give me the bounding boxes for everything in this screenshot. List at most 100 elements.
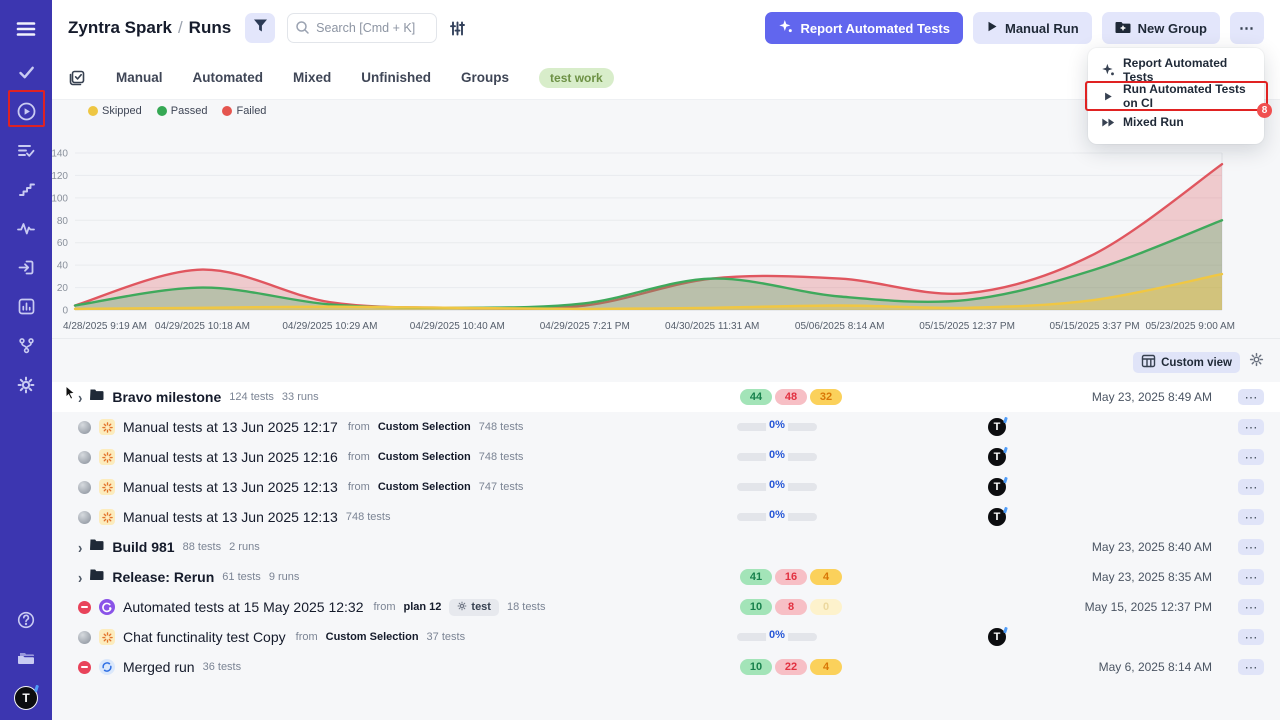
row-more-button[interactable]: ⋯ bbox=[1238, 419, 1264, 435]
run-title: Automated tests at 15 May 2025 12:32 bbox=[123, 599, 364, 615]
row-lead: Manual tests at 13 Jun 2025 12:13 748 tes… bbox=[78, 502, 390, 532]
sidebar-item-tests-check[interactable] bbox=[7, 61, 45, 89]
menu-item-run-automated-tests-on-ci[interactable]: Run Automated Tests on CI 8 bbox=[1085, 81, 1272, 118]
table-row-group[interactable]: › Build 981 88 tests 2 runs May 23, 2025 8:4… bbox=[52, 532, 1280, 562]
sidebar-item-import[interactable] bbox=[7, 256, 45, 284]
ellipsis-icon: ⋯ bbox=[1244, 659, 1258, 675]
assignee-avatar[interactable]: T bbox=[988, 476, 1007, 496]
tab-manual[interactable]: Manual bbox=[116, 70, 163, 85]
filter-tag-test-work[interactable]: test work bbox=[539, 67, 614, 88]
gear-icon[interactable] bbox=[1249, 352, 1264, 367]
run-tag[interactable]: test bbox=[449, 598, 499, 616]
ellipsis-icon: ⋯ bbox=[1244, 629, 1258, 645]
chevron-right-icon[interactable]: › bbox=[78, 538, 83, 556]
sidebar-item-pulse[interactable] bbox=[7, 217, 45, 245]
assignee-avatar[interactable]: T bbox=[988, 416, 1007, 436]
table-row-run[interactable]: Automated tests at 15 May 2025 12:32 from… bbox=[52, 592, 1280, 622]
run-group-title: Build 981 bbox=[112, 539, 175, 555]
report-automated-tests-button[interactable]: Report Automated Tests bbox=[765, 12, 963, 44]
legend-item-failed: Failed bbox=[222, 105, 266, 117]
row-lead: Chat functinality test Copy from Custom Se… bbox=[78, 622, 465, 652]
table-row-run[interactable]: Chat functinality test Copy from Custom Se… bbox=[52, 622, 1280, 652]
breadcrumb-separator: / bbox=[177, 18, 183, 37]
tab-automated[interactable]: Automated bbox=[192, 70, 264, 85]
table-row-run[interactable]: Manual tests at 13 Jun 2025 12:17 from Cus… bbox=[52, 412, 1280, 442]
legend-item-skipped: Skipped bbox=[88, 105, 142, 117]
skipped-badge: 32 bbox=[810, 389, 842, 405]
pulse-icon bbox=[16, 219, 36, 243]
select-all-icon[interactable] bbox=[68, 69, 86, 87]
menu-icon[interactable] bbox=[7, 15, 45, 43]
sidebar-item-help[interactable] bbox=[7, 608, 45, 636]
progress-bar: 0% bbox=[737, 419, 817, 431]
table-row-run[interactable]: Manual tests at 13 Jun 2025 12:13 from Cus… bbox=[52, 472, 1280, 502]
svg-text:05/06/2025 8:14 AM: 05/06/2025 8:14 AM bbox=[795, 321, 885, 332]
failed-badge: 16 bbox=[775, 569, 807, 585]
sliders-icon[interactable] bbox=[449, 20, 466, 37]
double-play-icon bbox=[1100, 117, 1115, 128]
assignee-avatar[interactable]: T bbox=[988, 506, 1007, 526]
status-failed-icon bbox=[78, 600, 91, 614]
menu-item-report-automated-tests[interactable]: Report Automated Tests bbox=[1088, 56, 1264, 84]
table-row-run[interactable]: Manual tests at 13 Jun 2025 12:16 from Cus… bbox=[52, 442, 1280, 472]
row-more-button[interactable]: ⋯ bbox=[1238, 629, 1264, 645]
ellipsis-icon: ⋯ bbox=[1244, 569, 1258, 585]
search-icon bbox=[295, 20, 310, 40]
status-pending-icon bbox=[78, 420, 91, 434]
sidebar-item-plans-list[interactable] bbox=[7, 139, 45, 167]
sidebar-item-milestones-stairs[interactable] bbox=[7, 178, 45, 206]
breadcrumb-project[interactable]: Zyntra Spark bbox=[68, 18, 172, 37]
search-input[interactable] bbox=[287, 13, 438, 43]
svg-text:120: 120 bbox=[52, 171, 68, 182]
row-lead: › Build 981 88 tests 2 runs bbox=[78, 532, 260, 562]
row-more-button[interactable]: ⋯ bbox=[1238, 599, 1264, 615]
new-group-label: New Group bbox=[1137, 20, 1207, 36]
assignee-avatar[interactable]: T bbox=[988, 626, 1007, 646]
app-logo[interactable]: T bbox=[14, 684, 40, 710]
failed-badge: 8 bbox=[775, 599, 807, 615]
play-icon bbox=[1100, 91, 1115, 102]
svg-text:4/28/2025 9:19 AM: 4/28/2025 9:19 AM bbox=[63, 321, 147, 332]
tab-unfinished[interactable]: Unfinished bbox=[361, 70, 432, 85]
sidebar-item-settings-gear[interactable] bbox=[7, 373, 45, 401]
progress-bar: 0% bbox=[737, 509, 817, 521]
row-more-button[interactable]: ⋯ bbox=[1238, 569, 1264, 585]
row-lead: › Bravo milestone 124 tests 33 runs bbox=[78, 382, 319, 412]
manual-run-button[interactable]: Manual Run bbox=[972, 12, 1092, 44]
table-row-group[interactable]: › Release: Rerun 61 tests 9 runs 41 16 4 May 23… bbox=[52, 562, 1280, 592]
menu-item-mixed-run[interactable]: Mixed Run bbox=[1088, 109, 1264, 135]
row-more-button[interactable]: ⋯ bbox=[1238, 479, 1264, 495]
tests-count: 124 tests bbox=[229, 391, 274, 403]
tests-count: 748 tests bbox=[345, 511, 391, 523]
chevron-right-icon[interactable]: › bbox=[78, 568, 83, 586]
filter-button[interactable] bbox=[245, 13, 276, 43]
content: Skipped Passed Failed 0 20 40 60 80 100 120 140 4/… bbox=[51, 100, 1280, 720]
row-more-button[interactable]: ⋯ bbox=[1238, 389, 1264, 405]
more-actions-button[interactable]: ⋯ bbox=[1230, 12, 1264, 44]
automated-run-icon bbox=[99, 599, 115, 615]
sidebar-item-branch[interactable] bbox=[7, 334, 45, 362]
row-more-button[interactable]: ⋯ bbox=[1238, 449, 1264, 465]
avatar-accent bbox=[1002, 506, 1007, 514]
svg-text:20: 20 bbox=[57, 283, 69, 294]
row-more-button[interactable]: ⋯ bbox=[1238, 659, 1264, 675]
merged-run-icon bbox=[99, 659, 115, 675]
status-pending-icon bbox=[78, 480, 91, 494]
sidebar-item-projects-folders[interactable] bbox=[7, 647, 45, 675]
table-row-run[interactable]: Manual tests at 13 Jun 2025 12:13 748 tes… bbox=[52, 502, 1280, 532]
sidebar-item-analytics[interactable] bbox=[7, 295, 45, 323]
sidebar-item-runs-play[interactable] bbox=[7, 100, 45, 128]
tab-mixed[interactable]: Mixed bbox=[293, 70, 332, 85]
row-more-button[interactable]: ⋯ bbox=[1238, 539, 1264, 555]
assignee-avatar[interactable]: T bbox=[988, 446, 1007, 466]
row-more-button[interactable]: ⋯ bbox=[1238, 509, 1264, 525]
actions-dropdown-menu: Report Automated Tests Run Automated Test… bbox=[1085, 48, 1272, 144]
new-group-button[interactable]: New Group bbox=[1101, 12, 1220, 44]
table-row-group[interactable]: › Bravo milestone 124 tests 33 runs 44 48 32 Ma… bbox=[52, 382, 1280, 412]
chevron-right-icon[interactable]: › bbox=[78, 388, 83, 406]
spark-icon bbox=[1100, 63, 1115, 77]
table-row-run[interactable]: Merged run 36 tests 10 22 4 May 6, 2025 8:14 … bbox=[52, 652, 1280, 682]
custom-view-button[interactable]: Custom view bbox=[1133, 352, 1240, 373]
run-date: May 15, 2025 12:37 PM bbox=[1084, 600, 1212, 614]
tab-groups[interactable]: Groups bbox=[461, 70, 510, 85]
